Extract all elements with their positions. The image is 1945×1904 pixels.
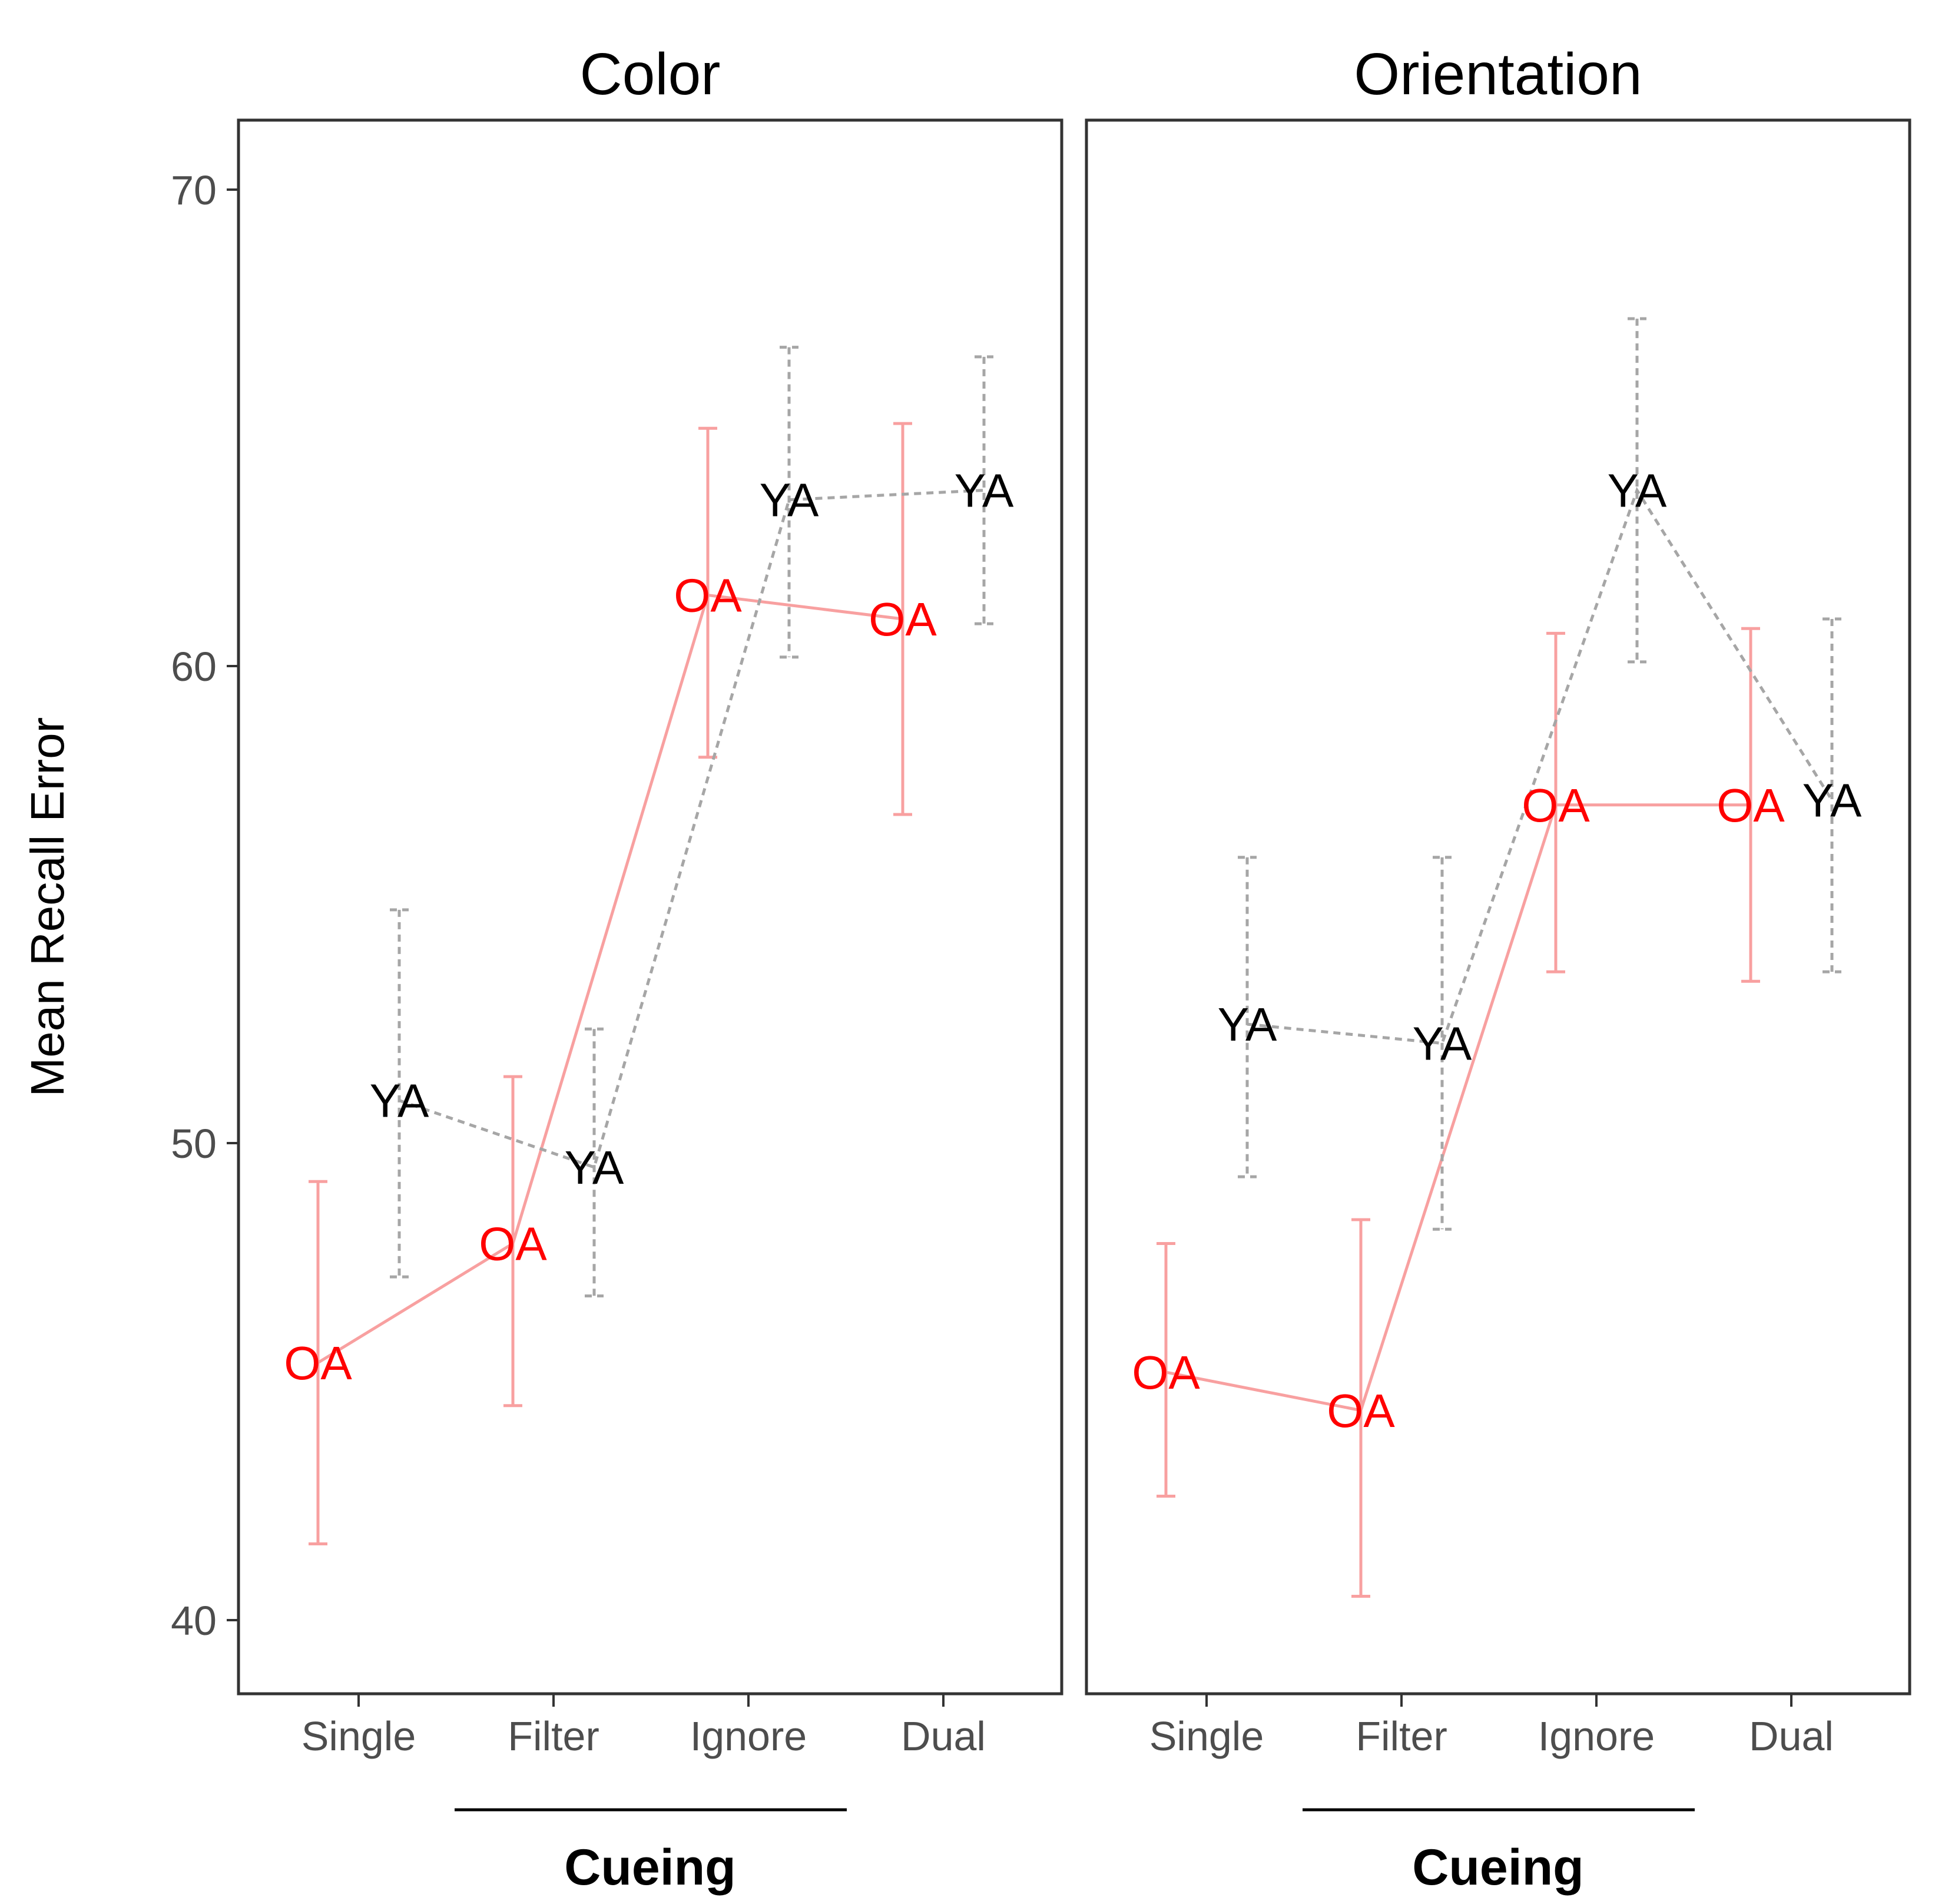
point-label-orientation-oa-filter: OA	[1327, 1385, 1395, 1437]
panel-frame-color	[237, 118, 1063, 1696]
point-label-color-oa-dual: OA	[869, 593, 937, 645]
x-tick-label-ignore: Ignore	[1538, 1713, 1655, 1759]
errorbar-orientation-oa-ignore	[1546, 631, 1565, 973]
point-label-orientation-ya-filter: YA	[1413, 1018, 1472, 1070]
panel-title-orientation: Orientation	[1354, 41, 1642, 107]
y-tick-label-50: 50	[171, 1121, 217, 1167]
y-axis: 40 50 60 70	[171, 167, 238, 1644]
series-line-orientation-oa	[1165, 803, 1751, 1412]
point-label-color-ya-dual: YA	[955, 464, 1014, 516]
x-axis-color: Single Filter Ignore Dual	[301, 1695, 986, 1759]
y-tick-label-40: 40	[171, 1598, 217, 1644]
x-tick-label-filter: Filter	[1356, 1713, 1447, 1759]
panel-title-color: Color	[580, 41, 721, 107]
point-label-orientation-oa-ignore: OA	[1522, 779, 1590, 832]
errorbar-orientation-ya-filter	[1433, 856, 1452, 1231]
panel-frame-orientation	[1085, 118, 1911, 1696]
panel-orientation: Orientation OA OA OA OA YA YA YA YA Single Filt…	[1085, 41, 1911, 1896]
point-label-orientation-ya-dual: YA	[1802, 774, 1862, 827]
y-tick-label-60: 60	[171, 644, 217, 690]
x-tick-label-ignore: Ignore	[690, 1713, 807, 1759]
x-tick-label-filter: Filter	[508, 1713, 599, 1759]
point-label-color-ya-single: YA	[370, 1075, 429, 1127]
panel-color: Color OA OA OA OA YA YA YA YA Single Filter Ign…	[171, 41, 1063, 1896]
point-label-color-ya-ignore: YA	[760, 474, 819, 527]
point-label-color-oa-ignore: OA	[674, 569, 742, 622]
point-label-color-oa-filter: OA	[479, 1217, 547, 1270]
series-line-color-ya	[399, 488, 985, 1170]
x-tick-label-dual: Dual	[901, 1713, 986, 1759]
errorbar-color-ya-filter	[585, 1027, 604, 1298]
y-tick-label-70: 70	[171, 167, 217, 213]
point-label-orientation-ya-single: YA	[1218, 998, 1277, 1051]
series-line-orientation-ya	[1247, 486, 1834, 1045]
point-label-color-oa-single: OA	[284, 1337, 352, 1389]
errorbar-orientation-ya-dual	[1823, 617, 1841, 973]
x-tick-label-single: Single	[1149, 1713, 1264, 1759]
point-label-orientation-oa-single: OA	[1132, 1346, 1200, 1399]
errorbar-color-ya-ignore	[780, 346, 798, 659]
errorbar-orientation-ya-single	[1238, 856, 1257, 1178]
y-axis-title: Mean Recall Error	[21, 717, 74, 1097]
point-label-orientation-ya-ignore: YA	[1608, 464, 1667, 516]
cueing-label-orientation: Cueing	[1412, 1839, 1583, 1896]
errorbar-color-ya-dual	[975, 355, 993, 625]
errorbar-orientation-oa-single	[1157, 1241, 1175, 1498]
cueing-label-color: Cueing	[564, 1839, 735, 1896]
panel-marks-orientation: OA OA OA OA YA YA YA YA	[1132, 317, 1862, 1598]
point-label-orientation-oa-dual: OA	[1717, 779, 1785, 832]
panel-marks-color: OA OA OA OA YA YA YA YA	[284, 346, 1014, 1545]
x-tick-label-dual: Dual	[1749, 1713, 1834, 1759]
x-tick-label-single: Single	[301, 1713, 416, 1759]
errorbar-color-ya-single	[390, 908, 409, 1279]
errorbar-orientation-ya-ignore	[1628, 317, 1646, 664]
series-line-color-oa	[317, 593, 903, 1365]
x-axis-orientation: Single Filter Ignore Dual	[1149, 1695, 1834, 1759]
point-label-color-ya-filter: YA	[565, 1141, 624, 1194]
